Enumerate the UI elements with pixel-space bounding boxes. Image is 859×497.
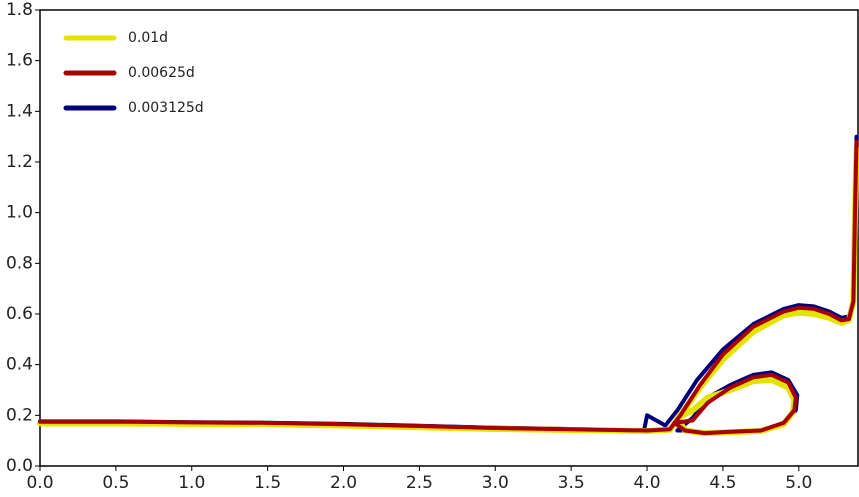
y-tick-label: 0.2 [6, 405, 33, 425]
y-tick-label: 1.2 [6, 152, 33, 172]
x-tick-label: 5.0 [785, 473, 812, 493]
legend-label: 0.003125d [128, 100, 204, 116]
y-tick-label: 1.0 [6, 203, 33, 223]
y-tick-label: 0.4 [6, 355, 33, 375]
y-tick-label: 0.8 [6, 253, 33, 273]
x-tick-label: 4.5 [709, 473, 736, 493]
y-tick-label: 1.6 [6, 51, 33, 71]
y-tick-label: 0.6 [6, 304, 33, 324]
x-tick-label: 0.5 [102, 473, 129, 493]
series-line [38, 139, 859, 436]
x-tick-label: 3.5 [558, 473, 585, 493]
x-tick-label: 2.5 [406, 473, 433, 493]
x-tick-label: 1.0 [178, 473, 205, 493]
x-tick-label: 4.0 [634, 473, 661, 493]
legend-label: 0.00625d [128, 65, 195, 81]
plot-frame [39, 9, 859, 467]
x-tick-label: 1.5 [254, 473, 281, 493]
y-tick-label: 1.4 [6, 101, 33, 121]
y-tick-label: 1.8 [6, 0, 33, 20]
series-line [37, 146, 859, 437]
y-tick-label: 0.0 [6, 456, 33, 476]
x-tick-label: 2.0 [330, 473, 357, 493]
legend-label: 0.01d [128, 30, 168, 46]
x-tick-label: 3.0 [482, 473, 509, 493]
x-tick-label: 0.0 [26, 473, 53, 493]
